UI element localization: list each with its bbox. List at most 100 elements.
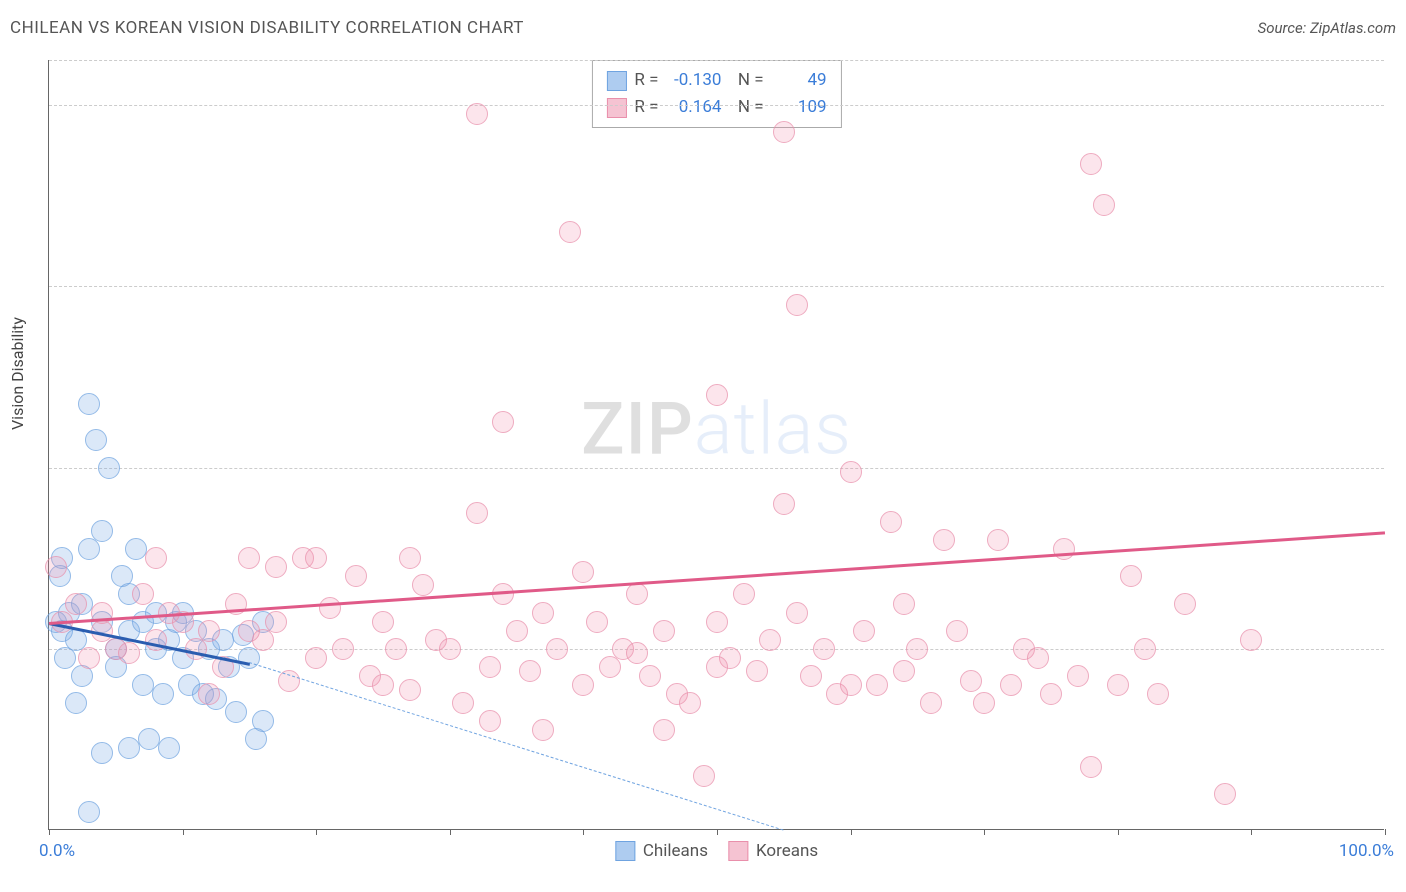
data-point — [98, 457, 120, 479]
data-point — [853, 620, 875, 642]
data-point — [479, 710, 501, 732]
data-point — [639, 665, 661, 687]
data-point — [773, 493, 795, 515]
data-point — [372, 611, 394, 633]
chart-container: CHILEAN VS KOREAN VISION DISABILITY CORR… — [0, 0, 1406, 892]
data-point — [1053, 538, 1075, 560]
data-point — [653, 620, 675, 642]
data-point — [626, 642, 648, 664]
x-tick-mark — [583, 829, 584, 835]
x-tick-mark — [717, 829, 718, 835]
data-point — [653, 719, 675, 741]
data-point — [706, 656, 728, 678]
data-point — [198, 683, 220, 705]
data-point — [906, 638, 928, 660]
legend-item-koreans: Koreans — [728, 841, 818, 861]
data-point — [960, 670, 982, 692]
legend-label-koreans: Koreans — [756, 841, 818, 861]
data-point — [773, 121, 795, 143]
data-point — [1147, 683, 1169, 705]
gridline-h — [49, 286, 1384, 287]
data-point — [125, 538, 147, 560]
data-point — [238, 547, 260, 569]
x-tick-mark — [316, 829, 317, 835]
r-label: R = — [634, 67, 658, 94]
data-point — [893, 593, 915, 615]
x-axis-min-label: 0.0% — [39, 841, 75, 861]
gridline-h — [49, 468, 1384, 469]
data-point — [185, 638, 207, 660]
gridline-h — [49, 105, 1384, 106]
trend-line-extrapolated — [249, 662, 784, 831]
data-point — [1000, 674, 1022, 696]
r-value-chileans: -0.130 — [666, 67, 721, 94]
data-point — [452, 692, 474, 714]
data-point — [91, 520, 113, 542]
data-point — [920, 692, 942, 714]
x-tick-mark — [49, 829, 50, 835]
data-point — [1027, 647, 1049, 669]
data-point — [54, 647, 76, 669]
data-point — [265, 611, 287, 633]
data-point — [559, 221, 581, 243]
data-point — [118, 737, 140, 759]
n-label: N = — [729, 94, 763, 121]
data-point — [399, 679, 421, 701]
data-point — [399, 547, 421, 569]
data-point — [1174, 593, 1196, 615]
data-point — [840, 674, 862, 696]
data-point — [305, 547, 327, 569]
watermark-zip: ZIP — [581, 387, 694, 472]
x-tick-mark — [984, 829, 985, 835]
data-point — [1067, 665, 1089, 687]
data-point — [78, 801, 100, 823]
data-point — [733, 583, 755, 605]
data-point — [252, 710, 274, 732]
data-point — [65, 692, 87, 714]
data-point — [158, 737, 180, 759]
data-point — [305, 647, 327, 669]
data-point — [880, 511, 902, 533]
data-point — [626, 583, 648, 605]
data-point — [91, 742, 113, 764]
n-value-koreans: 109 — [772, 94, 827, 121]
data-point — [786, 602, 808, 624]
data-point — [546, 638, 568, 660]
data-point — [198, 620, 220, 642]
data-point — [145, 547, 167, 569]
data-point — [706, 611, 728, 633]
r-value-koreans: 0.164 — [666, 94, 721, 121]
data-point — [1134, 638, 1156, 660]
data-point — [238, 620, 260, 642]
legend-swatch-chileans — [615, 841, 635, 861]
data-point — [973, 692, 995, 714]
data-point — [439, 638, 461, 660]
data-point — [759, 629, 781, 651]
y-axis-label: Vision Disability — [8, 317, 27, 430]
legend-label-chileans: Chileans — [643, 841, 708, 861]
data-point — [345, 565, 367, 587]
data-point — [225, 701, 247, 723]
legend-swatch-koreans — [728, 841, 748, 861]
legend-item-chileans: Chileans — [615, 841, 708, 861]
x-tick-mark — [1118, 829, 1119, 835]
data-point — [1120, 565, 1142, 587]
header: CHILEAN VS KOREAN VISION DISABILITY CORR… — [10, 18, 1396, 38]
data-point — [1080, 153, 1102, 175]
data-point — [840, 461, 862, 483]
data-point — [679, 692, 701, 714]
data-point — [65, 593, 87, 615]
data-point — [933, 529, 955, 551]
x-tick-mark — [183, 829, 184, 835]
data-point — [1040, 683, 1062, 705]
y-tick-label: 4.0% — [1389, 458, 1406, 478]
data-point — [572, 561, 594, 583]
data-point — [319, 597, 341, 619]
data-point — [1080, 756, 1102, 778]
data-point — [1240, 629, 1262, 651]
data-point — [265, 556, 287, 578]
chart-source: Source: ZipAtlas.com — [1258, 19, 1396, 37]
data-point — [532, 602, 554, 624]
data-point — [385, 638, 407, 660]
stats-row-koreans: R = 0.164 N = 109 — [606, 94, 826, 121]
